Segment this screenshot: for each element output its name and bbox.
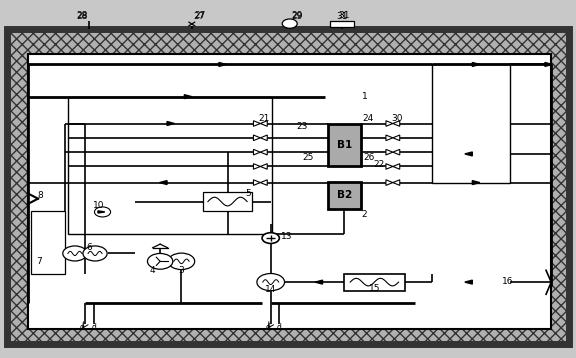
Text: 28: 28: [77, 11, 88, 21]
Text: B2: B2: [337, 190, 352, 200]
Bar: [68, 97, 272, 234]
Text: 25: 25: [302, 153, 314, 162]
Text: 4: 4: [150, 266, 156, 275]
Text: B1: B1: [337, 140, 352, 150]
Polygon shape: [260, 121, 267, 126]
Text: 14: 14: [265, 285, 276, 295]
Polygon shape: [393, 180, 400, 185]
Text: 22: 22: [373, 160, 385, 169]
Text: 1: 1: [362, 92, 367, 101]
Polygon shape: [98, 211, 105, 213]
Circle shape: [63, 246, 87, 261]
Circle shape: [83, 246, 107, 261]
Bar: [328, 182, 361, 208]
Polygon shape: [472, 181, 480, 185]
Polygon shape: [253, 121, 260, 126]
Circle shape: [147, 253, 173, 269]
Polygon shape: [393, 149, 400, 155]
Bar: [203, 192, 252, 211]
Bar: [7, 29, 569, 344]
Text: d: d: [92, 323, 96, 332]
Text: 24: 24: [362, 114, 373, 124]
Polygon shape: [393, 121, 400, 126]
Text: 31: 31: [338, 11, 350, 20]
Polygon shape: [315, 280, 323, 284]
Polygon shape: [253, 180, 260, 185]
Polygon shape: [260, 180, 267, 185]
Polygon shape: [386, 149, 393, 155]
Text: 27: 27: [193, 11, 204, 21]
Text: 3: 3: [179, 266, 184, 275]
Polygon shape: [386, 135, 393, 141]
Polygon shape: [167, 122, 175, 126]
Text: d: d: [277, 323, 282, 332]
Polygon shape: [472, 63, 480, 67]
Text: 31: 31: [336, 11, 348, 21]
Bar: [31, 211, 65, 274]
Bar: [28, 54, 551, 329]
Polygon shape: [260, 149, 267, 155]
Polygon shape: [160, 181, 167, 185]
Polygon shape: [465, 280, 472, 284]
Text: 30: 30: [392, 114, 403, 124]
Text: 16: 16: [502, 276, 514, 286]
Text: 28: 28: [77, 11, 88, 20]
Text: 6: 6: [86, 242, 92, 252]
Text: 23: 23: [296, 121, 308, 131]
Circle shape: [168, 253, 195, 270]
Text: 29: 29: [291, 11, 302, 21]
Polygon shape: [465, 152, 472, 156]
Text: 26: 26: [363, 153, 374, 162]
Circle shape: [262, 233, 279, 243]
Polygon shape: [386, 121, 393, 126]
Circle shape: [94, 207, 111, 217]
Polygon shape: [545, 63, 552, 67]
Text: 29: 29: [291, 11, 303, 20]
Text: 15: 15: [369, 284, 380, 294]
Polygon shape: [393, 164, 400, 169]
Text: 5: 5: [245, 189, 251, 198]
Polygon shape: [393, 135, 400, 141]
Text: 27: 27: [194, 11, 206, 20]
Circle shape: [282, 19, 297, 28]
Polygon shape: [184, 95, 192, 99]
Polygon shape: [386, 164, 393, 169]
Bar: [432, 64, 510, 183]
Text: 13: 13: [281, 232, 293, 242]
Polygon shape: [253, 135, 260, 141]
Text: 21: 21: [259, 114, 270, 124]
Polygon shape: [219, 63, 226, 67]
Polygon shape: [260, 135, 267, 141]
Polygon shape: [253, 149, 260, 155]
Polygon shape: [260, 164, 267, 169]
Bar: [330, 21, 354, 27]
Circle shape: [257, 274, 285, 291]
Text: d: d: [80, 323, 85, 332]
Text: 10: 10: [93, 200, 105, 210]
Text: 2: 2: [362, 210, 367, 219]
Text: d: d: [266, 323, 270, 332]
Polygon shape: [386, 180, 393, 185]
Text: 7: 7: [36, 257, 42, 266]
Polygon shape: [253, 164, 260, 169]
Bar: [344, 274, 404, 291]
Bar: [328, 125, 361, 166]
Text: 8: 8: [37, 190, 43, 200]
